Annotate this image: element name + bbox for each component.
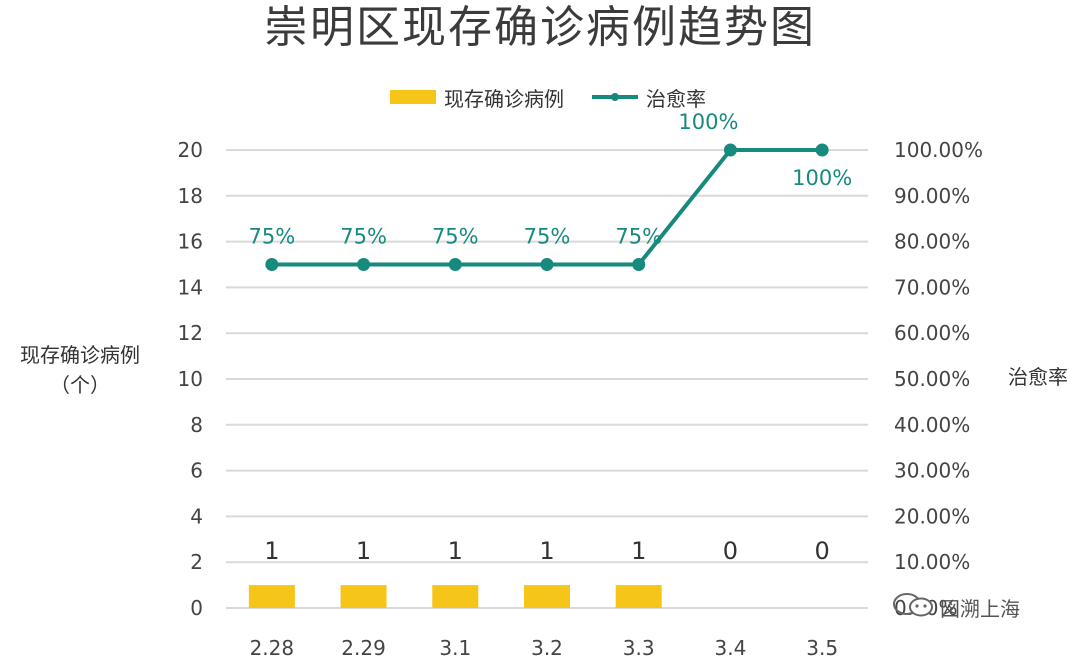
chart-title: 崇明区现存确诊病例趋势图: [264, 2, 816, 53]
line-data-label: 100%: [792, 166, 852, 190]
bar-data-label: 0: [815, 537, 830, 565]
x-tick-label: 3.1: [439, 636, 471, 656]
left-axis-title-line2: （个）: [50, 373, 110, 397]
left-tick-label: 6: [190, 459, 203, 483]
bar-data-label: 0: [723, 537, 738, 565]
bar-data-label: 1: [264, 537, 279, 565]
x-tick-label: 3.5: [806, 636, 838, 656]
bar: [432, 585, 479, 608]
legend-item-bar: 现存确诊病例: [390, 83, 564, 112]
bar: [615, 585, 662, 608]
right-tick-label: 20.00%: [894, 504, 970, 528]
right-tick-label: 100.00%: [894, 138, 983, 162]
line-point: [815, 143, 829, 157]
right-tick-label: 80.00%: [894, 230, 970, 254]
bar-data-label: 1: [448, 537, 463, 565]
left-tick-label: 0: [190, 596, 203, 620]
watermark: 図溯上海: [892, 592, 1020, 623]
line-point: [448, 258, 462, 271]
line-point: [540, 258, 554, 271]
line-data-label: 75%: [340, 225, 387, 249]
bar: [524, 585, 570, 608]
bar-data-label: 1: [356, 537, 371, 565]
legend-bar-swatch: [390, 90, 436, 104]
left-tick-label: 18: [178, 184, 203, 208]
right-tick-label: 90.00%: [894, 184, 970, 208]
bar: [340, 585, 387, 608]
right-tick-label: 70.00%: [894, 275, 970, 299]
line-data-label: 100%: [678, 110, 738, 134]
right-axis-title: 治愈率: [1008, 365, 1068, 389]
line-data-label: 75%: [615, 225, 662, 249]
legend-bar-label: 现存确诊病例: [444, 86, 564, 111]
line-point: [357, 258, 371, 271]
x-tick-label: 2.29: [341, 636, 386, 656]
x-tick-label: 3.3: [623, 636, 655, 656]
line-point: [265, 258, 279, 271]
bar-data-label: 1: [631, 537, 646, 565]
left-tick-label: 20: [178, 138, 203, 162]
line-data-label: 75%: [524, 225, 571, 249]
bar-data-label: 1: [539, 537, 554, 565]
line-data-label: 75%: [432, 225, 479, 249]
legend: 现存确诊病例 治愈率: [390, 82, 732, 112]
legend-line-label: 治愈率: [646, 86, 706, 111]
wechat-icon: [892, 592, 936, 623]
left-tick-label: 16: [178, 230, 203, 254]
left-tick-label: 14: [178, 275, 203, 299]
left-tick-label: 12: [178, 321, 203, 345]
x-tick-label: 3.2: [531, 636, 563, 656]
line-data-label: 75%: [249, 225, 296, 249]
left-tick-label: 4: [190, 504, 203, 528]
watermark-text: 図溯上海: [940, 597, 1020, 621]
left-tick-label: 8: [190, 413, 203, 437]
right-tick-label: 30.00%: [894, 459, 970, 483]
left-tick-label: 2: [190, 550, 203, 574]
x-tick-label: 3.4: [715, 636, 747, 656]
legend-item-line: 治愈率: [590, 83, 706, 112]
right-tick-label: 40.00%: [894, 413, 970, 437]
bar: [248, 585, 295, 608]
legend-line-swatch: [592, 93, 638, 101]
left-axis-title: 现存确诊病例 （个）: [0, 340, 160, 400]
left-axis-title-line1: 现存确诊病例: [20, 343, 140, 367]
left-tick-label: 10: [178, 367, 203, 391]
line-point: [632, 258, 646, 271]
line-point: [723, 143, 737, 157]
right-tick-label: 60.00%: [894, 321, 970, 345]
right-tick-label: 50.00%: [894, 367, 970, 391]
right-tick-label: 10.00%: [894, 550, 970, 574]
x-tick-label: 2.28: [250, 636, 295, 656]
